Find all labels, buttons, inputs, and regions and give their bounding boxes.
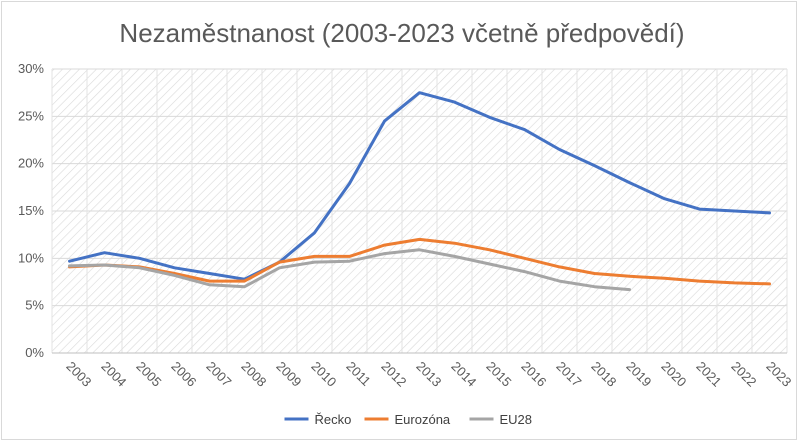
y-tick-label: 20% bbox=[18, 156, 44, 171]
x-tick-label: 2007 bbox=[203, 359, 234, 390]
x-tick-label: 2008 bbox=[238, 359, 269, 390]
x-tick-label: 2023 bbox=[763, 359, 794, 390]
x-tick-label: 2016 bbox=[518, 359, 549, 390]
series-lines bbox=[68, 91, 771, 292]
x-tick-label: 2019 bbox=[623, 359, 654, 390]
series-line bbox=[68, 248, 631, 292]
y-tick-label: 0% bbox=[25, 345, 44, 360]
x-tick-label: 2015 bbox=[483, 359, 514, 390]
x-tick-label: 2011 bbox=[343, 359, 373, 389]
legend-label: Eurozóna bbox=[395, 412, 451, 427]
x-tick-label: 2022 bbox=[728, 359, 759, 390]
x-tick-label: 2009 bbox=[273, 359, 304, 390]
y-axis: 0% 5% 10% 15% 20% 25% 30% bbox=[18, 61, 44, 360]
legend: Řecko Eurozóna EU28 bbox=[284, 412, 533, 427]
x-tick-label: 2005 bbox=[133, 359, 164, 390]
x-tick-label: 2012 bbox=[378, 359, 409, 390]
x-tick-label: 2021 bbox=[693, 359, 724, 390]
x-tick-label: 2003 bbox=[63, 359, 94, 390]
y-tick-label: 5% bbox=[25, 298, 44, 313]
legend-label: Řecko bbox=[315, 412, 352, 427]
y-tick-label: 25% bbox=[18, 108, 44, 123]
y-tick-label: 10% bbox=[18, 250, 44, 265]
series-line bbox=[68, 237, 771, 286]
chart-title: Nezaměstnanost (2003-2023 včetně předpov… bbox=[119, 18, 684, 48]
x-tick-label: 2020 bbox=[658, 359, 689, 390]
gridlines bbox=[51, 68, 788, 354]
x-tick-label: 2004 bbox=[98, 359, 129, 390]
x-axis: 2003 2004 2005 2006 2007 2008 2009 2010 2011 2012… bbox=[52, 352, 794, 390]
x-tick-label: 2010 bbox=[308, 359, 339, 390]
x-tick-label: 2013 bbox=[413, 359, 444, 390]
x-tick-label: 2006 bbox=[168, 359, 199, 390]
x-tick-label: 2018 bbox=[588, 359, 619, 390]
x-tick-label: 2014 bbox=[448, 359, 479, 390]
y-tick-label: 15% bbox=[18, 203, 44, 218]
legend-label: EU28 bbox=[500, 412, 533, 427]
series-line bbox=[68, 91, 771, 281]
y-tick-label: 30% bbox=[18, 61, 44, 76]
x-tick-label: 2017 bbox=[553, 359, 584, 390]
